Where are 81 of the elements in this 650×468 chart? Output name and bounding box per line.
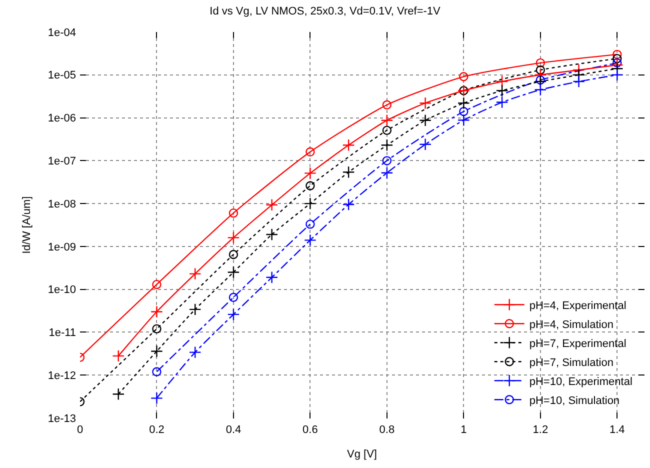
x-tick-label: 0.2 xyxy=(149,424,164,436)
point xyxy=(382,100,392,110)
point xyxy=(534,84,547,96)
point xyxy=(572,75,585,88)
point xyxy=(304,167,316,180)
legend-label: pH=7, Experimental xyxy=(529,338,626,350)
point xyxy=(380,138,394,152)
point xyxy=(459,72,468,82)
point xyxy=(612,58,622,68)
point xyxy=(612,50,622,60)
point xyxy=(342,166,355,178)
point xyxy=(457,96,470,110)
y-tick-label: 1e-07 xyxy=(48,156,76,168)
y-tick-label: 1e-08 xyxy=(48,198,76,210)
point xyxy=(419,114,432,127)
legend-label: pH=7, Simulation xyxy=(529,356,614,369)
point xyxy=(306,147,315,157)
point xyxy=(380,166,394,180)
y-tick-label: 1e-05 xyxy=(48,70,76,82)
point xyxy=(419,138,432,151)
point xyxy=(536,75,546,85)
point xyxy=(536,65,546,75)
point xyxy=(150,306,163,318)
point xyxy=(306,220,315,229)
point xyxy=(188,303,202,316)
point xyxy=(227,266,240,278)
x-tick-label: 0.4 xyxy=(226,424,242,436)
point xyxy=(227,308,240,321)
point xyxy=(536,58,546,68)
x-tick-label: 1.2 xyxy=(532,424,548,436)
point xyxy=(152,280,162,290)
legend-label: pH=4, Simulation xyxy=(529,318,614,331)
point xyxy=(112,388,125,400)
point xyxy=(112,350,125,362)
point xyxy=(266,198,278,212)
point xyxy=(150,345,163,358)
y-tick-label: 1e-13 xyxy=(48,412,76,425)
point xyxy=(152,324,162,334)
point xyxy=(612,54,622,64)
y-axis-title: Id/W [A/um] xyxy=(21,196,34,254)
point xyxy=(266,271,278,284)
y-tick-label: 1e-06 xyxy=(48,112,76,125)
x-tick-label: 1 xyxy=(460,424,467,436)
x-tick-label: 0 xyxy=(76,424,84,436)
point xyxy=(228,250,238,260)
point xyxy=(304,234,316,246)
y-tick-label: 1e-11 xyxy=(48,327,76,340)
point xyxy=(188,346,202,359)
point xyxy=(459,106,468,116)
legend-label: pH=4, Experimental xyxy=(529,300,626,312)
legend-label: pH=10, Experimental xyxy=(529,376,632,388)
x-tick-label: 0.8 xyxy=(379,424,395,436)
point xyxy=(380,114,394,127)
y-tick-label: 1e-10 xyxy=(48,284,76,296)
point xyxy=(496,96,508,108)
y-tick-label: 1e-12 xyxy=(48,370,76,382)
point xyxy=(496,75,508,88)
point xyxy=(228,208,238,218)
point xyxy=(342,138,355,152)
x-tick-label: 1.4 xyxy=(609,424,625,436)
point xyxy=(382,126,392,135)
point xyxy=(610,68,624,82)
point xyxy=(342,198,355,211)
point xyxy=(496,84,508,97)
point xyxy=(419,96,432,110)
x-axis-title: Vg [V] xyxy=(347,448,377,461)
point xyxy=(457,114,470,126)
point xyxy=(152,367,162,376)
point xyxy=(150,392,163,404)
point xyxy=(228,292,238,302)
point xyxy=(306,181,315,190)
x-tick-label: 0.6 xyxy=(302,424,318,436)
legend-label: pH=10, Simulation xyxy=(529,394,620,407)
point xyxy=(188,268,202,280)
y-tick-label: 1e-04 xyxy=(48,26,76,39)
chart-title: Id vs Vg, LV NMOS, 25x0.3, Vd=0.1V, Vref=-1V xyxy=(210,6,442,18)
y-tick-label: 1e-09 xyxy=(48,241,76,254)
point xyxy=(382,156,392,166)
point xyxy=(304,197,316,210)
point xyxy=(266,228,278,241)
point xyxy=(227,231,240,244)
